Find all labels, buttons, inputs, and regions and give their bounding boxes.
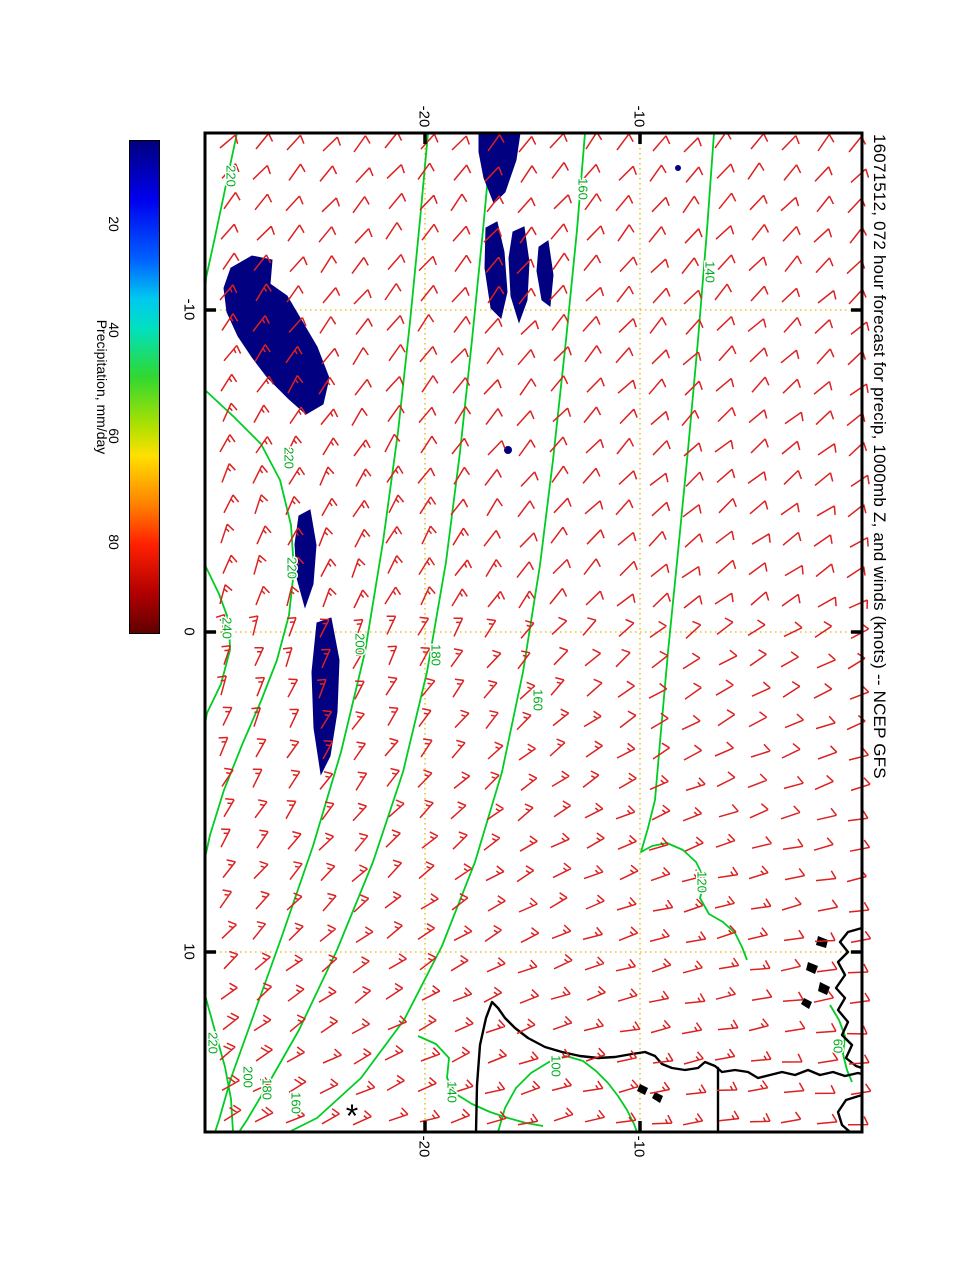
lon-tick-label-bottom: -20 — [415, 1135, 433, 1158]
colorbar-tick-label: 40 — [106, 322, 122, 338]
svg-text:180: 180 — [429, 644, 444, 666]
svg-text:220: 220 — [224, 165, 239, 187]
svg-text:200: 200 — [241, 1066, 256, 1088]
svg-text:160: 160 — [531, 689, 546, 711]
svg-text:220: 220 — [282, 447, 297, 469]
svg-text:100: 100 — [549, 1055, 564, 1077]
lat-tick-label-left: 10 — [180, 943, 198, 960]
svg-text:220: 220 — [206, 1032, 221, 1054]
lon-tick-label-top: -20 — [415, 105, 433, 128]
svg-text:120: 120 — [695, 871, 710, 893]
colorbar-gradient — [129, 140, 160, 634]
svg-text:140: 140 — [703, 261, 718, 283]
svg-text:140: 140 — [445, 1081, 460, 1103]
svg-text:220: 220 — [285, 557, 300, 579]
lat-tick-label-left: -10 — [180, 298, 198, 321]
lat-tick-label-left: 0 — [180, 627, 198, 636]
svg-text:*: * — [346, 1098, 358, 1134]
svg-text:240: 240 — [220, 617, 235, 639]
svg-text:160: 160 — [289, 1092, 304, 1114]
colorbar-tick-label: 60 — [106, 428, 122, 444]
chart-title: 16071512, 072 hour forecast for precip, … — [870, 134, 889, 779]
colorbar-tick-label: 80 — [106, 534, 122, 550]
colorbar-tick-label: 20 — [106, 216, 122, 232]
lon-tick-label-top: -10 — [630, 105, 648, 128]
lon-tick-label-bottom: -10 — [630, 1135, 648, 1158]
svg-text:160: 160 — [576, 178, 591, 200]
svg-text:180: 180 — [260, 1078, 275, 1100]
svg-text:60: 60 — [831, 1039, 846, 1053]
svg-text:200: 200 — [353, 633, 368, 655]
